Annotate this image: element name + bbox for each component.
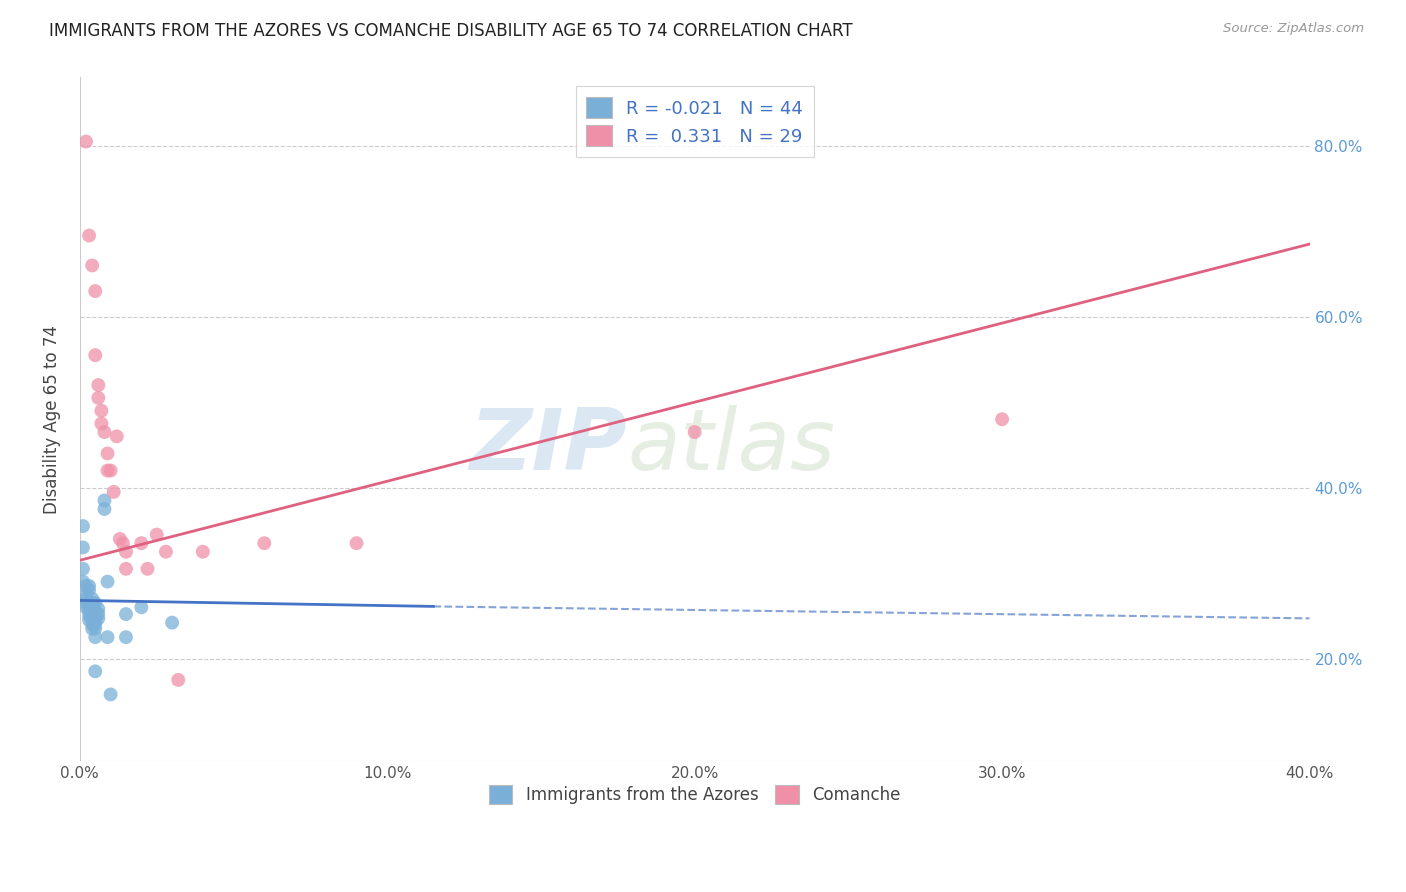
Point: [82, 617, 104, 632]
Point: [75, 596, 97, 610]
Point: [75, 579, 97, 593]
Point: [105, 429, 128, 443]
Point: [93, 425, 115, 439]
Point: [346, 536, 368, 550]
Point: [77, 600, 100, 615]
Point: [72, 519, 94, 533]
Point: [84, 665, 107, 679]
Point: [115, 562, 138, 576]
Point: [96, 574, 118, 589]
Point: [103, 484, 125, 499]
Point: [991, 412, 1014, 426]
Point: [82, 622, 104, 636]
Point: [84, 348, 107, 362]
Point: [84, 630, 107, 644]
Point: [75, 587, 97, 601]
Text: atlas: atlas: [627, 405, 835, 488]
Point: [167, 673, 190, 687]
Point: [84, 617, 107, 632]
Point: [90, 403, 112, 417]
Point: [191, 545, 214, 559]
Point: [77, 608, 100, 623]
Text: IMMIGRANTS FROM THE AZORES VS COMANCHE DISABILITY AGE 65 TO 74 CORRELATION CHART: IMMIGRANTS FROM THE AZORES VS COMANCHE D…: [49, 22, 853, 40]
Point: [84, 284, 107, 298]
Point: [93, 502, 115, 516]
Point: [100, 688, 122, 702]
Point: [136, 562, 159, 576]
Y-axis label: Disability Age 65 to 74: Disability Age 65 to 74: [44, 325, 60, 514]
Point: [87, 378, 110, 392]
Point: [77, 583, 100, 598]
Point: [77, 596, 100, 610]
Point: [84, 613, 107, 627]
Point: [115, 545, 138, 559]
Point: [75, 135, 97, 149]
Point: [72, 562, 94, 576]
Point: [72, 541, 94, 555]
Text: Source: ZipAtlas.com: Source: ZipAtlas.com: [1223, 22, 1364, 36]
Point: [96, 630, 118, 644]
Point: [75, 591, 97, 606]
Point: [84, 605, 107, 619]
Point: [100, 464, 122, 478]
Point: [155, 545, 177, 559]
Point: [84, 608, 107, 623]
Point: [72, 574, 94, 589]
Point: [90, 417, 112, 431]
Point: [77, 613, 100, 627]
Point: [82, 613, 104, 627]
Point: [96, 464, 118, 478]
Point: [84, 596, 107, 610]
Point: [87, 607, 110, 621]
Point: [87, 611, 110, 625]
Point: [84, 622, 107, 636]
Point: [77, 228, 100, 243]
Point: [75, 600, 97, 615]
Point: [82, 608, 104, 623]
Point: [683, 425, 706, 439]
Point: [108, 532, 131, 546]
Legend: Immigrants from the Azores, Comanche: Immigrants from the Azores, Comanche: [479, 775, 910, 814]
Point: [115, 630, 138, 644]
Point: [82, 605, 104, 619]
Point: [145, 527, 167, 541]
Point: [93, 493, 115, 508]
Point: [160, 615, 183, 630]
Point: [77, 605, 100, 619]
Point: [82, 591, 104, 606]
Point: [87, 602, 110, 616]
Point: [111, 536, 134, 550]
Point: [77, 579, 100, 593]
Point: [82, 596, 104, 610]
Point: [115, 607, 138, 621]
Point: [87, 391, 110, 405]
Point: [131, 536, 153, 550]
Point: [253, 536, 276, 550]
Point: [82, 600, 104, 615]
Text: ZIP: ZIP: [470, 405, 627, 488]
Point: [82, 259, 104, 273]
Point: [131, 600, 153, 615]
Point: [96, 446, 118, 460]
